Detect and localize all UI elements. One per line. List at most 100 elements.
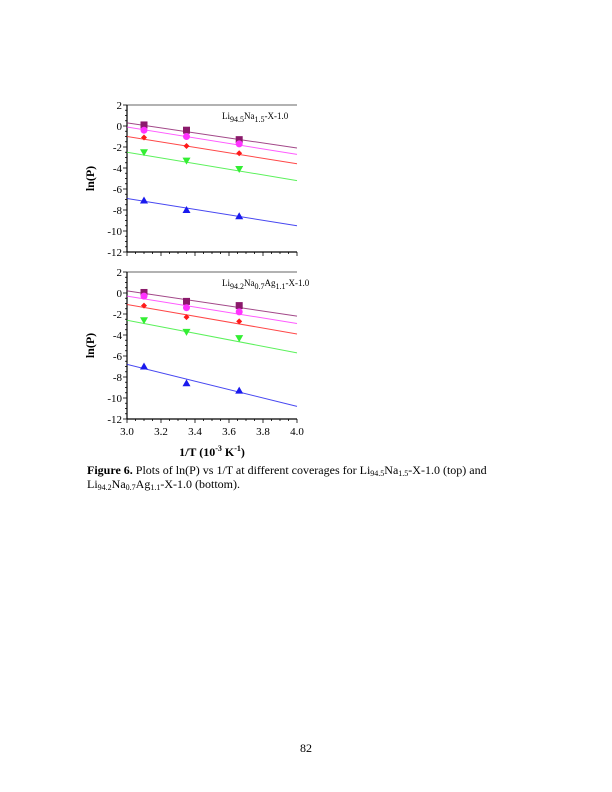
fit-line-triangle-up [126, 197, 298, 227]
data-point-square [183, 297, 190, 305]
caption-text: -X-1.0 (bottom). [160, 477, 240, 491]
annotation-subscript: 0.7 [255, 282, 265, 291]
y-tick-label: -4 [113, 330, 123, 342]
panel-annotation: Li94.5Na1.5-X-1.0 [222, 111, 289, 124]
y-tick-label: -12 [107, 247, 122, 259]
y-axis-label: ln(P) [83, 333, 97, 358]
data-point-triangle-down [140, 149, 148, 157]
caption-sub: 0.7 [125, 483, 136, 492]
data-point-diamond [183, 142, 190, 149]
caption-text: -X-1.0 (top) and [408, 463, 487, 477]
data-point-circle [140, 292, 148, 300]
data-point-triangle-up [140, 362, 148, 370]
data-point-triangle-down [235, 335, 244, 343]
annotation-base: Li [222, 278, 230, 288]
annotation-text: Na [244, 278, 255, 288]
x-tick-label: 3.4 [188, 426, 202, 438]
panel-bottom: 2 0 -2 -4 -6 -8 -10 -123.0 3.2 3.4 3.6 3.8 4.0 ln(P) L… [83, 267, 310, 459]
x-tick-label: 3.0 [120, 426, 134, 438]
data-point-triangle-down [182, 328, 191, 336]
caption-text: Ag [135, 477, 151, 491]
data-point-diamond [141, 134, 147, 141]
y-tick-label: -10 [107, 226, 122, 238]
x-tick-label: 3.8 [256, 426, 270, 438]
annotation-base: Li [222, 111, 230, 121]
y-tick-label: 0 [117, 121, 123, 133]
data-point-diamond [183, 314, 190, 321]
y-tick-label: -2 [113, 309, 122, 321]
y-tick-label: -10 [107, 393, 122, 405]
fit-line-diamond [126, 136, 298, 165]
x-label-text: K [222, 445, 235, 459]
data-point-square [140, 288, 148, 296]
x-tick-label: 4.0 [290, 426, 304, 438]
y-tick-label: -2 [113, 142, 122, 154]
caption-sub: 94.2 [97, 483, 112, 492]
x-label-text: 1/T (10 [179, 445, 215, 459]
fit-line-circle [126, 295, 298, 324]
annotation-subscript: 94.5 [230, 115, 244, 124]
y-tick-label: 2 [117, 100, 123, 112]
data-point-triangle-up [182, 206, 191, 213]
y-axis-label: ln(P) [83, 166, 97, 191]
fit-line-square [126, 122, 298, 149]
fit-line-diamond [126, 304, 298, 335]
data-point-diamond [236, 150, 243, 157]
x-label-superscript: -1 [234, 444, 241, 453]
fit-line-triangle-down [126, 151, 298, 182]
caption-sub: 1.5 [398, 469, 409, 478]
caption-label: Figure 6. [87, 463, 133, 477]
panel-top: 2 0 -2 -4 -6 -8 -10 -12 ln(P) Li94.5Na1.5-X-1.0 [83, 100, 298, 259]
x-tick-label: 3.2 [154, 426, 168, 438]
data-point-circle [183, 133, 190, 140]
caption-text: Plots of ln(P) vs 1/T at different cover… [132, 463, 371, 477]
data-point-circle [235, 308, 243, 316]
data-point-square [183, 126, 190, 134]
data-point-square [140, 121, 148, 129]
data-point-triangle-up [235, 386, 244, 394]
x-tick-label: 3.6 [222, 426, 236, 438]
data-point-triangle-up [182, 379, 191, 387]
page-number: 82 [300, 741, 312, 755]
caption-sub: 1.1 [150, 483, 161, 492]
caption-text: Na [111, 477, 126, 491]
annotation-subscript: 94.2 [230, 282, 244, 291]
panel-annotation: Li94.2Na0.7Ag1.1-X-1.0 [222, 278, 310, 291]
y-tick-label: -8 [113, 205, 123, 217]
fit-line-triangle-up [126, 363, 298, 407]
annotation-text: Na [244, 111, 255, 121]
y-tick-label: -12 [107, 414, 122, 426]
y-tick-label: -8 [113, 372, 123, 384]
data-point-triangle-down [182, 157, 191, 165]
y-tick-label: -4 [113, 163, 123, 175]
data-point-diamond [236, 318, 243, 325]
caption-text: Na [384, 463, 399, 477]
y-tick-label: -6 [113, 184, 123, 196]
x-label-superscript: -3 [215, 444, 222, 453]
data-point-circle [140, 126, 148, 134]
annotation-subscript: 1.5 [255, 115, 265, 124]
fit-line-triangle-down [126, 319, 298, 354]
x-label-text: ) [241, 445, 245, 459]
annotation-text: -X-1.0 [286, 278, 310, 288]
y-tick-label: 0 [117, 288, 123, 300]
data-point-triangle-down [235, 166, 244, 174]
data-point-circle [235, 140, 243, 148]
fit-line-square [126, 290, 298, 317]
data-point-triangle-down [140, 317, 148, 325]
annotation-subscript: 1.1 [276, 282, 286, 291]
y-tick-label: 2 [117, 267, 123, 279]
y-tick-label: -6 [113, 351, 123, 363]
data-point-square [235, 302, 243, 310]
data-point-triangle-up [235, 212, 244, 220]
annotation-text: Ag [265, 278, 276, 288]
annotation-text: -X-1.0 [265, 111, 289, 121]
data-point-circle [183, 304, 190, 312]
fit-line-circle [126, 126, 298, 155]
data-point-triangle-up [140, 196, 148, 204]
caption-sub: 94.5 [370, 469, 385, 478]
figure-caption: Figure 6. Plots of ln(P) vs 1/T at diffe… [87, 463, 527, 492]
x-axis-label: 1/T (10-3 K-1) [179, 444, 245, 459]
